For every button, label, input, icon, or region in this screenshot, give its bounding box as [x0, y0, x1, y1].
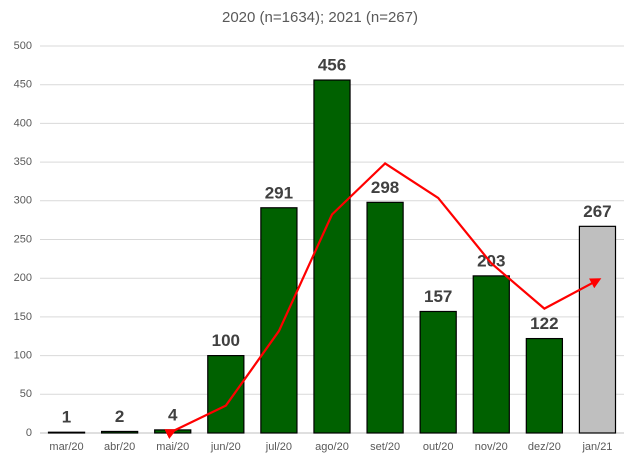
value-label: 4: [168, 405, 178, 424]
value-label: 298: [371, 178, 399, 197]
x-tick-label: nov/20: [475, 441, 508, 453]
bar: [472, 275, 510, 434]
x-tick-label: abr/20: [104, 441, 135, 453]
x-tick-label: mar/20: [49, 441, 83, 453]
bar: [260, 207, 298, 434]
y-tick-label: 250: [14, 233, 32, 245]
value-label: 1: [62, 408, 71, 427]
bar: [578, 225, 617, 434]
y-tick-label: 200: [14, 272, 32, 284]
bar: [313, 79, 351, 434]
value-label: 291: [265, 183, 293, 202]
y-tick-label: 0: [26, 427, 32, 439]
chart-title: 2020 (n=1634); 2021 (n=267): [222, 9, 418, 26]
bar: [47, 431, 86, 434]
y-tick-label: 300: [14, 195, 32, 207]
value-label: 100: [212, 331, 240, 350]
bar: [100, 430, 139, 434]
y-tick-label: 100: [14, 350, 32, 362]
x-tick-label: jan/21: [581, 441, 612, 453]
bar: [419, 310, 457, 434]
x-tick-label: set/20: [370, 441, 400, 453]
y-tick-label: 50: [20, 388, 32, 400]
trend-line: [164, 162, 602, 440]
x-tick-label: jun/20: [210, 441, 241, 453]
value-label: 203: [477, 251, 505, 270]
x-tick-label: out/20: [423, 441, 454, 453]
x-tick-label: mai/20: [156, 441, 189, 453]
bar: [366, 201, 404, 434]
value-label: 456: [318, 56, 346, 75]
value-label: 157: [424, 287, 452, 306]
x-tick-label: jul/20: [265, 441, 292, 453]
y-tick-label: 450: [14, 79, 32, 91]
x-tick-label: ago/20: [315, 441, 349, 453]
y-tick-label: 150: [14, 311, 32, 323]
y-tick-label: 500: [14, 40, 32, 52]
bar: [207, 355, 245, 434]
value-label: 2: [115, 407, 124, 426]
y-tick-label: 400: [14, 117, 32, 129]
x-tick-label: dez/20: [528, 441, 561, 453]
value-label: 122: [530, 314, 558, 333]
y-tick-label: 350: [14, 156, 32, 168]
value-label: 267: [583, 202, 611, 221]
bar: [525, 337, 564, 434]
